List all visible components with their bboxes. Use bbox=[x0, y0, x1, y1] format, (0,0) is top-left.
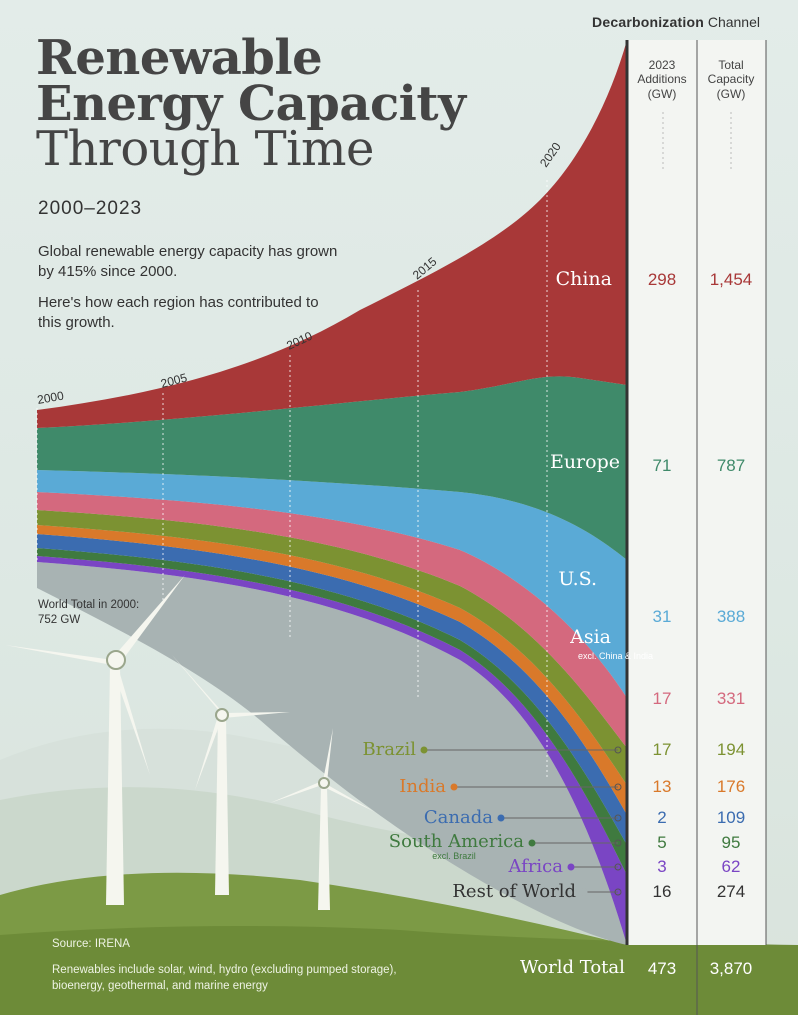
label-us: U.S. bbox=[558, 568, 597, 590]
value-europe-total: 787 bbox=[716, 456, 746, 475]
value-world-additions: 473 bbox=[647, 959, 677, 978]
value-canada-additions: 2 bbox=[657, 808, 667, 827]
ground bbox=[0, 926, 798, 1015]
page-title: Renewable Energy Capacity Through Time bbox=[36, 30, 466, 178]
leader-lines bbox=[424, 749, 618, 893]
label-brazil: Brazil bbox=[362, 739, 416, 760]
dot-brazil-end bbox=[614, 746, 622, 754]
header-2023-additions: 2023 Additions (GW) bbox=[637, 58, 687, 101]
header-total-capacity: Total Capacity (GW) bbox=[707, 58, 755, 101]
year-guides bbox=[36, 180, 548, 780]
label-world-total: World Total bbox=[520, 957, 625, 978]
title-line-1: Renewable bbox=[36, 30, 323, 86]
value-brazil-additions: 17 bbox=[652, 740, 672, 759]
title-line-3: Through Time bbox=[36, 121, 374, 178]
description-1: Global renewable energy capacity has gro… bbox=[38, 243, 338, 281]
dot-india-end bbox=[614, 783, 622, 791]
label-rest-of-world: Rest of World bbox=[452, 881, 576, 902]
label-canada: Canada bbox=[423, 807, 493, 828]
value-india-additions: 13 bbox=[652, 777, 672, 796]
value-china-additions: 298 bbox=[647, 270, 677, 289]
value-brazil-total: 194 bbox=[716, 740, 746, 759]
value-us-additions: 31 bbox=[652, 607, 672, 626]
value-asia-additions: 17 bbox=[652, 689, 672, 708]
value-asia-total: 331 bbox=[716, 689, 746, 708]
dot-south-america bbox=[528, 839, 536, 847]
source-text: Source: IRENA bbox=[52, 938, 130, 950]
year-label-2020: 2020 bbox=[537, 140, 564, 170]
dot-rest-of-world bbox=[580, 888, 588, 896]
footnote-text: Renewables include solar, wind, hydro (e… bbox=[52, 964, 397, 993]
dot-india bbox=[450, 783, 458, 791]
wind-turbine-small bbox=[270, 728, 375, 910]
label-europe: Europe bbox=[549, 451, 620, 473]
wind-turbine-large bbox=[5, 575, 185, 905]
dot-africa bbox=[567, 863, 575, 871]
value-china-total: 1,454 bbox=[709, 270, 753, 289]
brand-bold: Decarbonization bbox=[592, 14, 704, 30]
dot-south-america-end bbox=[614, 839, 622, 847]
title-line-2: Energy Capacity bbox=[36, 75, 466, 132]
area-china bbox=[37, 40, 627, 428]
value-india-total: 176 bbox=[716, 777, 746, 796]
brand-logo: Decarbonization Channel bbox=[592, 14, 760, 30]
label-india: India bbox=[399, 776, 446, 797]
value-africa-total: 62 bbox=[721, 857, 741, 876]
area-us bbox=[37, 470, 627, 698]
label-south-america-sub: excl. Brazil bbox=[432, 851, 476, 861]
label-china: China bbox=[555, 268, 612, 290]
value-south-america-total: 95 bbox=[721, 833, 741, 852]
dot-canada bbox=[497, 814, 505, 822]
year-label-2005: 2005 bbox=[159, 370, 189, 391]
year-label-2000: 2000 bbox=[36, 388, 65, 406]
brand-rest: Channel bbox=[703, 14, 760, 30]
label-south-america: South America bbox=[388, 831, 524, 852]
area-europe bbox=[37, 376, 627, 560]
area-asia bbox=[37, 492, 627, 748]
leader-dots bbox=[420, 746, 622, 896]
description-2: Here's how each region has contributed t… bbox=[38, 294, 319, 332]
label-asia-sub: excl. China & India bbox=[578, 651, 654, 661]
dot-brazil bbox=[420, 746, 428, 754]
value-world-total: 3,870 bbox=[709, 959, 753, 978]
wind-turbine-medium bbox=[172, 655, 290, 895]
value-africa-additions: 3 bbox=[657, 857, 667, 876]
value-canada-total: 109 bbox=[716, 808, 746, 827]
value-us-total: 388 bbox=[716, 607, 746, 626]
area-rest-of-world bbox=[37, 562, 627, 945]
label-asia: Asia bbox=[570, 626, 611, 648]
dot-africa-end bbox=[614, 863, 622, 871]
value-south-america-additions: 5 bbox=[657, 833, 667, 852]
subtitle: 2000–2023 bbox=[38, 198, 143, 219]
value-europe-additions: 71 bbox=[652, 456, 672, 475]
label-africa: Africa bbox=[508, 856, 563, 877]
world-total-2000: World Total in 2000: 752 GW bbox=[38, 599, 140, 626]
value-rest-of-world-total: 274 bbox=[716, 882, 746, 901]
dot-canada-end bbox=[614, 814, 622, 822]
dot-rest-of-world-end bbox=[614, 888, 622, 896]
value-rest-of-world-additions: 16 bbox=[652, 882, 672, 901]
